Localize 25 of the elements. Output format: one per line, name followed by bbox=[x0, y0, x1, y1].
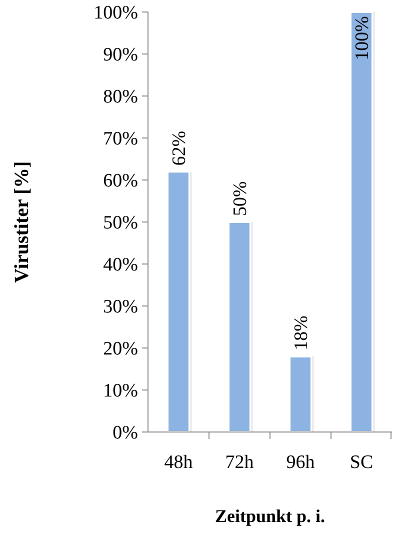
y-tick-label: 70% bbox=[103, 128, 138, 150]
bar bbox=[228, 221, 252, 433]
y-tick-label: 100% bbox=[94, 2, 138, 24]
bar bbox=[350, 11, 374, 433]
y-tick-label: 90% bbox=[103, 44, 138, 66]
y-tick-label: 80% bbox=[103, 86, 138, 108]
x-axis-title: Zeitpunkt p. i. bbox=[214, 506, 326, 526]
y-tick-label: 0% bbox=[112, 422, 138, 444]
y-tick-label: 20% bbox=[103, 338, 138, 360]
y-tick-label: 10% bbox=[103, 380, 138, 402]
data-label: 100% bbox=[352, 16, 374, 60]
x-tick-label: 72h bbox=[225, 452, 254, 473]
bar bbox=[288, 355, 312, 433]
y-tick-label: 40% bbox=[103, 254, 138, 276]
x-tick-label: 48h bbox=[164, 452, 194, 473]
y-tick-label: 50% bbox=[103, 212, 138, 234]
y-tick-label: 30% bbox=[103, 296, 138, 318]
y-axis-title: Virustiter [%] bbox=[11, 161, 33, 283]
data-label: 18% bbox=[291, 315, 312, 350]
data-label: 62% bbox=[169, 130, 190, 166]
y-tick-label: 60% bbox=[103, 170, 138, 192]
x-tick-label: 96h bbox=[286, 452, 316, 473]
x-tick-label: SC bbox=[350, 452, 374, 473]
data-label: 50% bbox=[230, 181, 252, 216]
bar bbox=[166, 170, 190, 433]
